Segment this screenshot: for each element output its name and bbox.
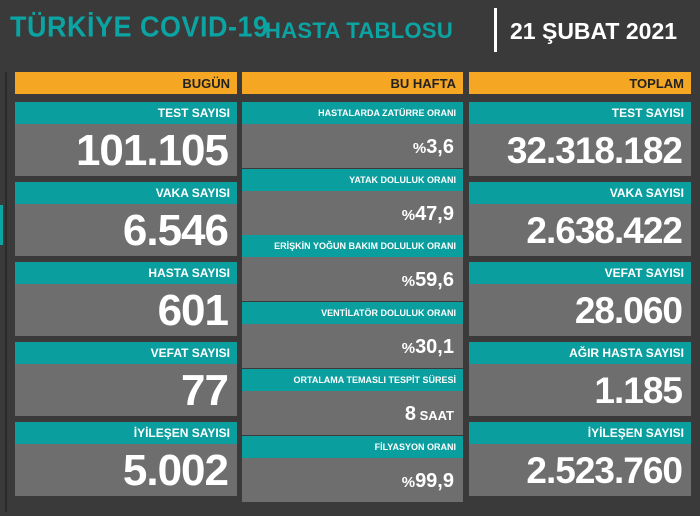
total-card-vaka: VAKA SAYISI 2.638.422	[469, 182, 691, 256]
card-label: VAKA SAYISI	[15, 182, 237, 204]
card-label: VAKA SAYISI	[469, 182, 691, 204]
total-card-iyilesen: İYİLEŞEN SAYISI 2.523.760	[469, 422, 691, 496]
header-divider	[494, 8, 497, 52]
value-number: 8	[404, 403, 416, 425]
today-card-vaka: VAKA SAYISI 6.546	[15, 182, 237, 256]
total-card-test: TEST SAYISI 32.318.182	[469, 102, 691, 176]
card-label: TEST SAYISI	[15, 102, 237, 124]
card-value: 32.318.182	[469, 124, 691, 176]
today-card-hasta: HASTA SAYISI 601	[15, 262, 237, 336]
page-title: TÜRKİYE COVID-19	[10, 11, 269, 43]
left-rule	[5, 72, 7, 512]
week-card-ventilator: VENTİLATÖR DOLULUK ORANI %30,1	[242, 302, 463, 368]
card-label: VENTİLATÖR DOLULUK ORANI	[242, 302, 463, 324]
total-card-vefat: VEFAT SAYISI 28.060	[469, 262, 691, 336]
card-label: FİLYASYON ORANI	[242, 436, 463, 458]
card-label: AĞIR HASTA SAYISI	[469, 342, 691, 364]
card-label: VEFAT SAYISI	[469, 262, 691, 284]
card-value: 601	[15, 284, 237, 336]
report-date: 21 ŞUBAT 2021	[510, 18, 678, 44]
today-card-test: TEST SAYISI 101.105	[15, 102, 237, 176]
value-prefix: %	[401, 474, 416, 491]
card-value: 101.105	[15, 124, 237, 176]
week-card-yogun-bakim: ERİŞKİN YOĞUN BAKIM DOLULUK ORANI %59,6	[242, 235, 463, 301]
total-header: TOPLAM	[469, 72, 691, 94]
card-value: 8 SAAT	[242, 391, 463, 435]
card-label: TEST SAYISI	[469, 102, 691, 124]
page-header: TÜRKİYE COVID-19 HASTA TABLOSU 21 ŞUBAT …	[0, 0, 700, 64]
total-card-agir-hasta: AĞIR HASTA SAYISI 1.185	[469, 342, 691, 416]
week-card-temasli: ORTALAMA TEMASLI TESPİT SÜRESİ 8 SAAT	[242, 369, 463, 435]
card-value: 2.523.760	[469, 444, 691, 496]
card-value: %30,1	[242, 324, 463, 368]
card-label: HASTA SAYISI	[15, 262, 237, 284]
value-suffix: SAAT	[415, 408, 454, 423]
card-value: 1.185	[469, 364, 691, 416]
card-label: İYİLEŞEN SAYISI	[15, 422, 237, 444]
today-column: BUGÜN TEST SAYISI 101.105 VAKA SAYISI 6.…	[15, 72, 237, 496]
today-card-vefat: VEFAT SAYISI 77	[15, 342, 237, 416]
left-accent	[0, 205, 3, 245]
week-header: BU HAFTA	[242, 72, 463, 94]
card-label: VEFAT SAYISI	[15, 342, 237, 364]
value-prefix: %	[412, 140, 427, 157]
card-value: 5.002	[15, 444, 237, 496]
card-label: HASTALARDA ZATÜRRE ORANI	[242, 102, 463, 124]
card-label: ERİŞKİN YOĞUN BAKIM DOLULUK ORANI	[242, 235, 463, 257]
value-prefix: %	[401, 273, 416, 290]
card-value: 6.546	[15, 204, 237, 256]
value-prefix: %	[401, 340, 416, 357]
card-value: %3,6	[242, 124, 463, 168]
value-number: 59,6	[415, 269, 454, 291]
value-number: 47,9	[415, 203, 454, 225]
today-header: BUGÜN	[15, 72, 237, 94]
card-label: YATAK DOLULUK ORANI	[242, 169, 463, 191]
card-value: 2.638.422	[469, 204, 691, 256]
card-value: 28.060	[469, 284, 691, 336]
week-card-filyasyon: FİLYASYON ORANI %99,9	[242, 436, 463, 502]
card-label: İYİLEŞEN SAYISI	[469, 422, 691, 444]
week-column: BU HAFTA HASTALARDA ZATÜRRE ORANI %3,6 Y…	[242, 72, 463, 502]
card-value: %59,6	[242, 257, 463, 301]
card-value: %47,9	[242, 191, 463, 235]
value-number: 30,1	[415, 336, 454, 358]
card-value: %99,9	[242, 458, 463, 502]
total-column: TOPLAM TEST SAYISI 32.318.182 VAKA SAYIS…	[469, 72, 691, 496]
page-subtitle: HASTA TABLOSU	[265, 18, 454, 43]
value-prefix: %	[401, 207, 416, 224]
week-card-yatak: YATAK DOLULUK ORANI %47,9	[242, 169, 463, 235]
value-number: 3,6	[426, 136, 454, 158]
week-card-zaturre: HASTALARDA ZATÜRRE ORANI %3,6	[242, 102, 463, 168]
value-number: 99,9	[415, 470, 454, 492]
card-label: ORTALAMA TEMASLI TESPİT SÜRESİ	[242, 369, 463, 391]
today-card-iyilesen: İYİLEŞEN SAYISI 5.002	[15, 422, 237, 496]
card-value: 77	[15, 364, 237, 416]
